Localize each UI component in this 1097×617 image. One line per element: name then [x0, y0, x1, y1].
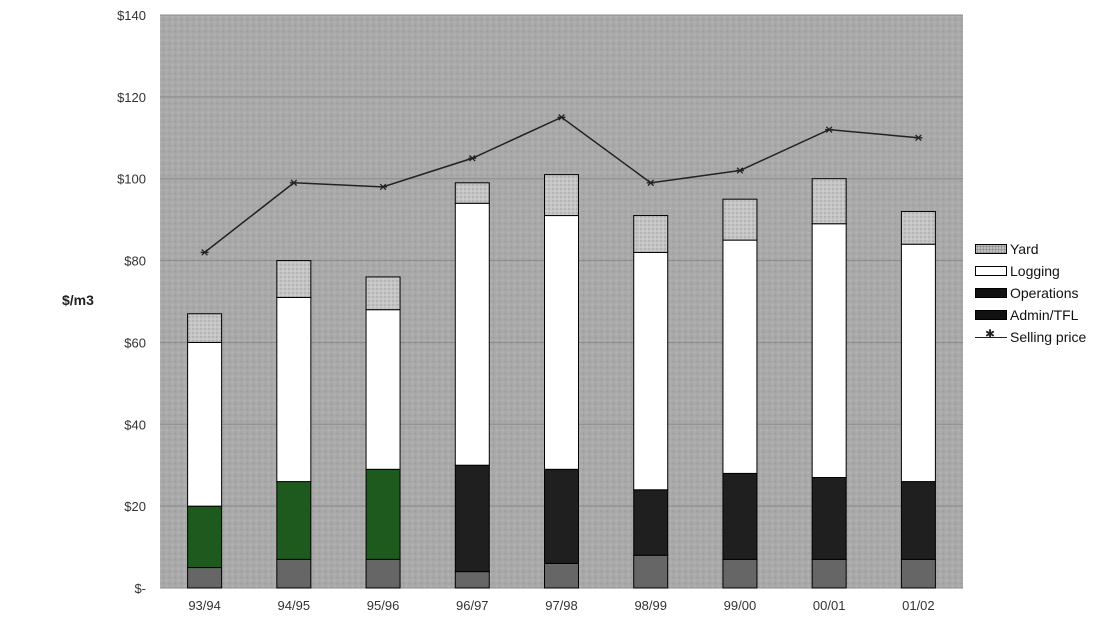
- bar-operations: [811, 476, 847, 560]
- selling-price-line-icon: [975, 327, 1007, 343]
- bar-admin-tfl: [454, 571, 490, 589]
- bar-yard: [811, 178, 847, 225]
- bar-yard: [900, 210, 936, 245]
- bar-logging: [365, 309, 401, 470]
- y-axis-title: $/m3: [62, 292, 94, 308]
- bar-operations: [722, 472, 758, 560]
- yard-swatch-icon: [975, 244, 1007, 254]
- selling-price-point: [200, 249, 209, 256]
- x-tick-label: 01/02: [902, 598, 935, 613]
- bar-logging: [633, 251, 669, 491]
- x-tick-label: 99/00: [724, 598, 757, 613]
- bar-operations: [633, 489, 669, 556]
- x-axis: 93/94 94/95 95/96 96/97 97/98 98/99 99/00 00/01…: [188, 598, 934, 613]
- y-tick-label: $140: [117, 8, 146, 23]
- x-tick-label: 94/95: [278, 598, 311, 613]
- y-tick-label: $60: [124, 335, 146, 350]
- bar-yard: [454, 182, 490, 204]
- legend: Yard Logging Operations Admin/TFL Sellin…: [975, 238, 1086, 348]
- bar-admin-tfl: [187, 567, 223, 589]
- bar-yard: [365, 276, 401, 311]
- bar-admin-tfl: [276, 558, 312, 589]
- bar-operations: [187, 505, 223, 569]
- bar-logging: [454, 202, 490, 466]
- bar-operations: [544, 468, 579, 564]
- legend-label: Yard: [1010, 241, 1039, 257]
- y-tick-label: $120: [117, 90, 146, 105]
- x-tick-label: 98/99: [634, 598, 667, 613]
- bar-logging: [187, 341, 223, 507]
- bar-admin-tfl: [722, 558, 758, 589]
- admin-tfl-swatch-icon: [975, 310, 1007, 320]
- x-tick-label: 96/97: [456, 598, 489, 613]
- selling-price-line: [200, 114, 923, 256]
- x-tick-label: 93/94: [188, 598, 221, 613]
- bar-yard: [722, 198, 758, 241]
- selling-price-point: [557, 114, 566, 121]
- legend-item-selling-price: Selling price: [975, 326, 1086, 348]
- bar-logging: [722, 239, 758, 474]
- selling-price-point: [289, 179, 298, 187]
- bar-admin-tfl: [900, 558, 936, 589]
- bar-yard: [187, 313, 223, 343]
- bar-operations: [454, 464, 490, 573]
- legend-label: Operations: [1010, 285, 1079, 301]
- x-tick-label: 97/98: [545, 598, 578, 613]
- y-tick-label: $80: [124, 254, 146, 269]
- bar-admin-tfl: [365, 558, 401, 589]
- bar-logging: [811, 223, 847, 478]
- bar-logging: [544, 215, 579, 470]
- bar-operations: [276, 481, 312, 560]
- legend-label: Admin/TFL: [1010, 307, 1079, 323]
- y-tick-label: $100: [117, 172, 146, 187]
- legend-item-admin-tfl: Admin/TFL: [975, 304, 1086, 326]
- legend-item-logging: Logging: [975, 260, 1086, 282]
- bar-logging: [900, 243, 936, 483]
- selling-price-point: [646, 179, 655, 187]
- bar-yard: [276, 260, 312, 298]
- y-tick-label: $20: [124, 499, 146, 514]
- operations-swatch-icon: [975, 288, 1007, 298]
- x-tick-label: 00/01: [813, 598, 846, 613]
- logging-swatch-icon: [975, 266, 1007, 276]
- selling-price-point: [914, 134, 923, 142]
- legend-label: Selling price: [1010, 329, 1087, 345]
- bar-yard: [633, 215, 669, 253]
- bar-operations: [900, 481, 936, 560]
- legend-item-yard: Yard: [975, 238, 1086, 260]
- legend-item-operations: Operations: [975, 282, 1086, 304]
- y-axis: $- $20 $40 $60 $80 $100 $120 $140: [117, 8, 146, 596]
- selling-price-point: [379, 183, 388, 191]
- bar-admin-tfl: [544, 562, 579, 589]
- y-tick-label: $40: [124, 417, 146, 432]
- y-tick-label: $-: [134, 581, 146, 596]
- selling-price-point: [468, 154, 477, 162]
- bar-logging: [276, 296, 312, 483]
- bar-admin-tfl: [633, 554, 669, 589]
- x-tick-label: 95/96: [367, 598, 400, 613]
- bar-operations: [365, 468, 401, 560]
- selling-price-point: [825, 126, 834, 133]
- bar-admin-tfl: [811, 558, 847, 589]
- selling-price-point: [735, 167, 744, 174]
- legend-label: Logging: [1010, 263, 1060, 279]
- bar-yard: [544, 174, 579, 217]
- bars: [187, 174, 936, 589]
